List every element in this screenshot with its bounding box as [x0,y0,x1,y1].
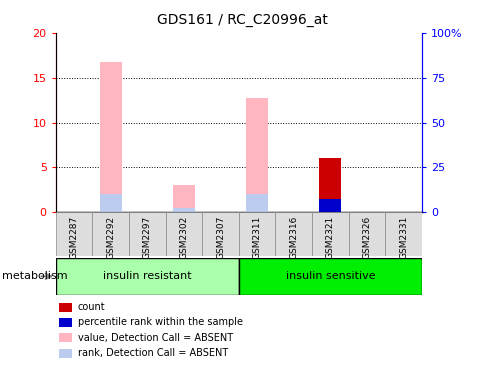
Text: GSM2311: GSM2311 [252,216,261,259]
Bar [384,212,421,256]
Bar [348,212,385,256]
Text: rank, Detection Call = ABSENT: rank, Detection Call = ABSENT [77,348,227,358]
Bar [56,258,239,295]
Text: metabolism: metabolism [2,271,68,281]
Text: value, Detection Call = ABSENT: value, Detection Call = ABSENT [77,333,232,343]
Text: GSM2331: GSM2331 [398,216,408,259]
Bar [92,212,129,256]
Text: count: count [77,302,105,312]
Bar [246,194,268,212]
Bar [166,212,202,256]
Text: GSM2302: GSM2302 [179,216,188,259]
Bar [275,212,312,256]
Text: GSM2292: GSM2292 [106,216,115,259]
Bar [60,333,72,342]
Bar [60,318,72,327]
Text: GDS161 / RC_C20996_at: GDS161 / RC_C20996_at [157,13,327,27]
Text: GSM2307: GSM2307 [215,216,225,259]
Bar [239,212,275,256]
Text: GSM2297: GSM2297 [142,216,151,259]
Bar [319,158,341,212]
Text: GSM2326: GSM2326 [362,216,371,259]
Bar [246,98,268,212]
Bar [100,194,121,212]
Bar [202,212,239,256]
Text: percentile rank within the sample: percentile rank within the sample [77,317,242,328]
Bar [312,212,348,256]
Bar [129,212,166,256]
Bar [239,258,421,295]
Text: insulin sensitive: insulin sensitive [285,271,375,281]
Bar [100,61,121,212]
Text: GSM2287: GSM2287 [69,216,78,259]
Bar [60,349,72,358]
Text: GSM2321: GSM2321 [325,216,334,259]
Bar [173,208,195,212]
Text: GSM2316: GSM2316 [288,216,298,259]
Bar [60,303,72,311]
Bar [56,212,92,256]
Bar [173,186,195,212]
Text: insulin resistant: insulin resistant [103,271,191,281]
Bar [319,199,341,212]
